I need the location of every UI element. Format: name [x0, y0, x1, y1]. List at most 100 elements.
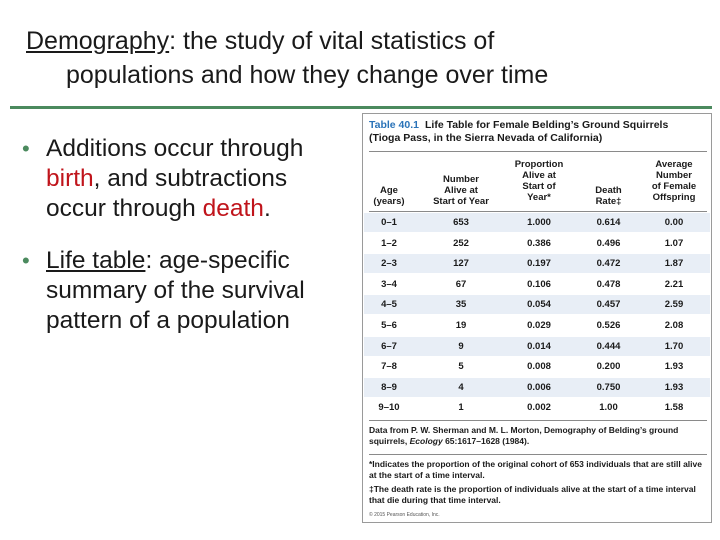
table-cell-death: 0.496	[596, 237, 621, 249]
term-life-table: Life table	[46, 247, 146, 274]
table-cell-number: 67	[455, 278, 467, 290]
table-cell-proportion: 0.106	[527, 278, 551, 290]
table-cell-age: 6–7	[381, 340, 397, 352]
table-cell-death: 0.614	[596, 217, 621, 228]
table-cell-death: 1.00	[599, 402, 618, 414]
table-cell-number: 127	[453, 258, 469, 270]
table-cell-offspring: 1.93	[664, 361, 684, 373]
header-offspring-line: Number	[656, 170, 692, 181]
bullet-text: , and subtractions occur through	[46, 165, 288, 222]
emphasis-death: death	[202, 195, 264, 222]
table-cell-number: 9	[458, 340, 464, 352]
header-number-line: Start of Year	[433, 196, 489, 207]
table-cell-age: 9–10	[378, 402, 400, 414]
table-cell-proportion: 0.386	[527, 237, 551, 249]
header-offspring-line: Average	[655, 159, 693, 170]
table-row-band	[364, 377, 710, 397]
bullet-dot-icon: •	[22, 248, 30, 273]
header-proportion: Proportion Alive at Start of Year*	[503, 159, 575, 203]
table-cell-offspring: 1.58	[664, 402, 684, 414]
table-row-band	[364, 213, 710, 232]
table-row-band	[364, 336, 710, 356]
source-note: Data from P. W. Sherman and M. L. Morton…	[369, 425, 705, 447]
table-cell-number: 4	[458, 381, 464, 393]
table-cell-proportion: 0.002	[527, 402, 551, 414]
header-proportion-line: Proportion	[514, 159, 564, 170]
table-cell-number: 252	[453, 237, 469, 249]
table-title-line1: Life Table for Female Belding’s Ground S…	[425, 119, 669, 131]
source-line2: squirrels, Ecology 65:1617–1628 (1984).	[369, 436, 705, 447]
life-table-figure: Table 40.1 Life Table for Female Belding’…	[362, 113, 712, 523]
header-rule-top	[369, 151, 707, 152]
table-cell-death: 0.200	[596, 361, 621, 373]
header-proportion-line: Year*	[527, 192, 551, 203]
header-age-line: Age	[380, 185, 398, 196]
table-cell-proportion: 0.014	[527, 340, 551, 352]
table-rule-bottom	[369, 420, 707, 421]
table-cell-proportion: 0.197	[527, 258, 551, 270]
slide-title: Demography: the study of vital statistic…	[26, 24, 706, 92]
table-caption: Table 40.1 Life Table for Female Belding’…	[369, 119, 707, 145]
table-cell-age: 7–8	[381, 361, 397, 373]
title-rest: : the study of vital statistics of	[169, 27, 495, 55]
table-cell-number: 19	[455, 320, 467, 331]
table-cell-offspring: 2.59	[664, 299, 684, 311]
table-cell-offspring: 1.93	[664, 381, 684, 393]
header-proportion-line: Alive at	[522, 170, 556, 181]
table-number: Table 40.1	[369, 119, 419, 131]
header-death-line: Death	[595, 185, 622, 196]
header-rule-bottom	[369, 211, 707, 212]
table-cell-offspring: 1.87	[664, 258, 684, 270]
table-cell-age: 5–6	[381, 320, 397, 331]
table-cell-death: 0.444	[596, 340, 621, 352]
bullet-list: • Additions occur through birth, and sub…	[18, 134, 353, 336]
bullet-item: • Additions occur through birth, and sub…	[18, 134, 353, 224]
table-cell-death: 0.457	[596, 299, 621, 311]
title-line-2: populations and how they change over tim…	[66, 61, 549, 89]
footnote-death-rate: ‡The death rate is the proportion of ind…	[369, 484, 696, 505]
source-line1: Data from P. W. Sherman and M. L. Morton…	[369, 425, 679, 435]
bullet-text: .	[263, 195, 271, 222]
table-cell-age: 3–4	[381, 278, 397, 290]
table-cell-death: 0.478	[596, 278, 621, 290]
table-cell-age: 2–3	[381, 258, 397, 270]
header-number-line: Alive at	[444, 185, 478, 196]
header-offspring: Average Number of Female Offspring	[641, 159, 707, 203]
copyright-notice: © 2015 Pearson Education, Inc.	[369, 512, 440, 518]
table-cell-offspring: 2.08	[664, 320, 684, 331]
source-text: squirrels,	[369, 436, 410, 446]
table-cell-number: 653	[453, 217, 469, 228]
header-offspring-line: of Female	[651, 181, 697, 192]
table-cell-offspring: 1.70	[664, 340, 684, 352]
table-cell-offspring: 0.00	[664, 217, 684, 228]
table-cell-death: 0.526	[596, 320, 621, 331]
table-row-band	[364, 295, 710, 315]
source-text: 65:1617–1628 (1984).	[442, 436, 530, 446]
table-cell-age: 4–5	[381, 299, 397, 311]
table-cell-offspring: 1.07	[664, 237, 684, 249]
notes-rule	[369, 454, 707, 455]
header-death: Death Rate‡	[581, 185, 636, 207]
bullet-item: • Life table: age-specific summary of th…	[18, 246, 353, 336]
emphasis-birth: birth	[46, 165, 94, 192]
table-title-line2: (Tioga Pass, in the Sierra Nevada of Cal…	[369, 132, 603, 144]
table-cell-number: 5	[458, 361, 464, 373]
header-offspring-line: Offspring	[652, 192, 696, 203]
table-cell-proportion: 0.008	[527, 361, 551, 373]
table-cell-death: 0.750	[596, 381, 621, 393]
table-row-band	[364, 254, 710, 274]
title-term: Demography	[26, 27, 170, 55]
table-cell-proportion: 0.006	[527, 381, 551, 393]
bullet-text: Additions occur through	[46, 135, 304, 162]
table-cell-proportion: 1.000	[527, 217, 551, 228]
header-death-line: Rate‡	[595, 196, 622, 207]
title-divider	[10, 106, 712, 109]
footnote-proportion: *Indicates the proportion of the origina…	[369, 459, 702, 480]
header-proportion-line: Start of	[522, 181, 556, 192]
source-journal: Ecology	[409, 436, 443, 446]
header-age-line: (years)	[373, 196, 405, 207]
header-age: Age (years)	[369, 185, 409, 207]
bullet-dot-icon: •	[22, 136, 30, 161]
table-cell-death: 0.472	[596, 258, 621, 270]
table-cell-offspring: 2.21	[664, 278, 684, 290]
